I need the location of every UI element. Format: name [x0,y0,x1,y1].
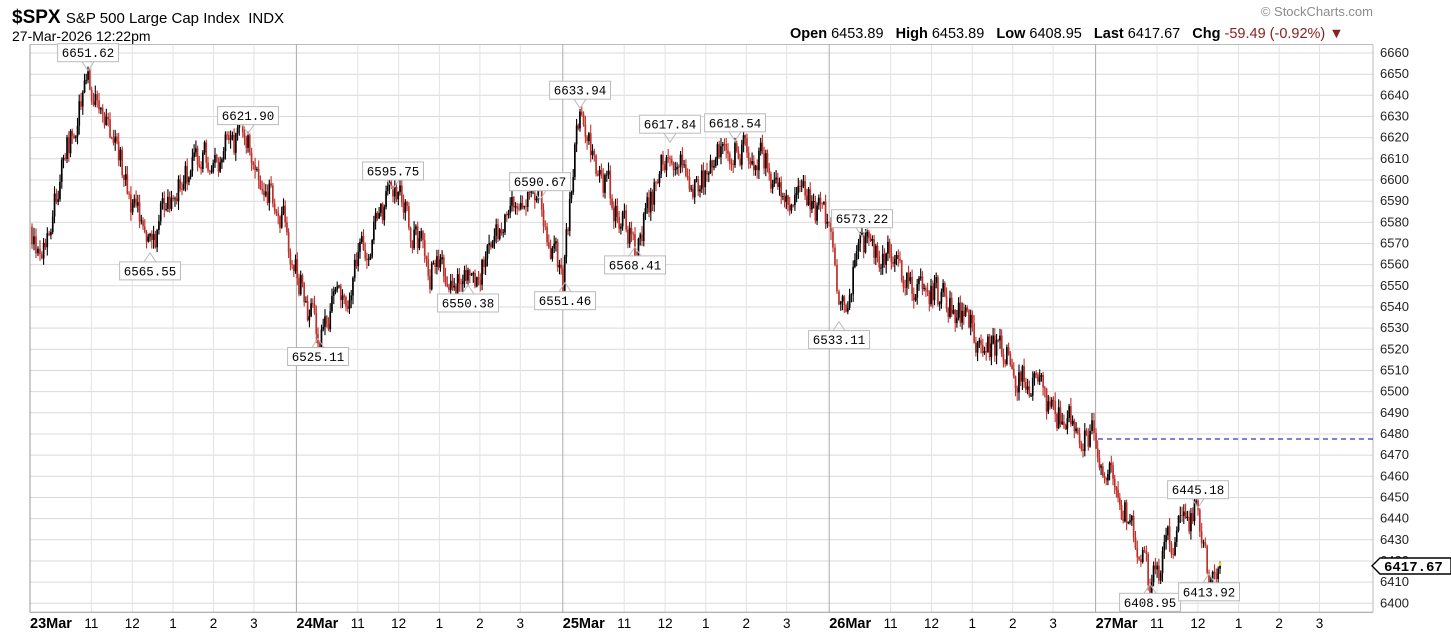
svg-text:6417.67: 6417.67 [1384,560,1443,576]
